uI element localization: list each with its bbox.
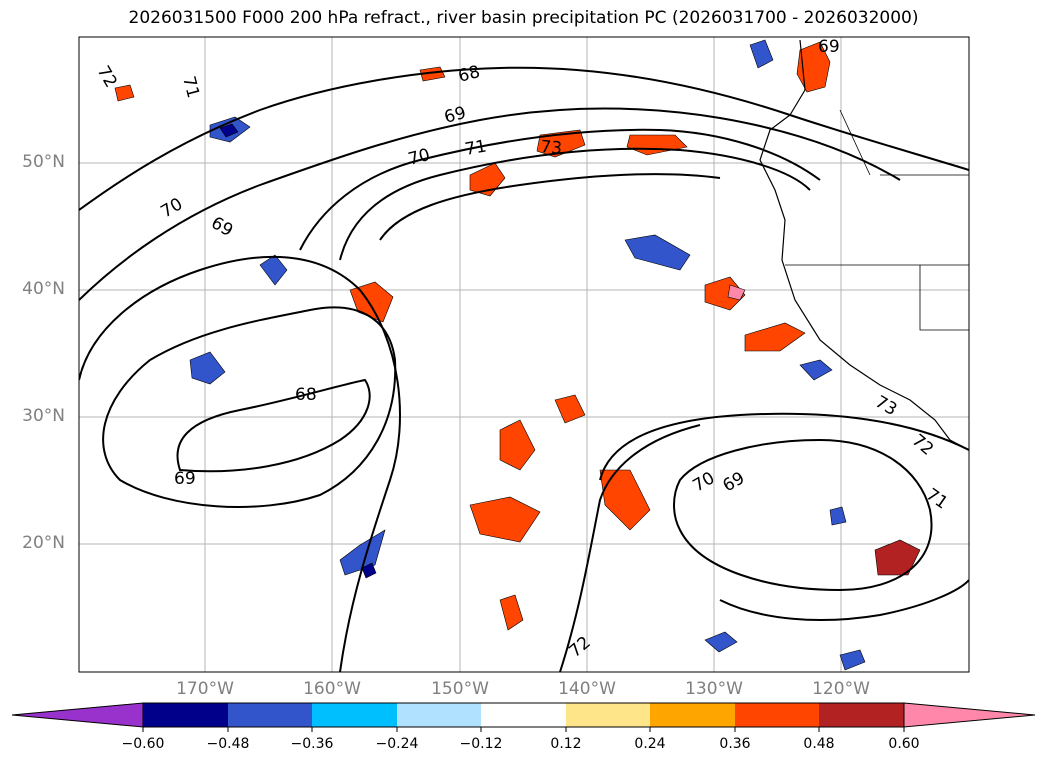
colorbar-segment bbox=[566, 703, 650, 727]
precip-blob bbox=[799, 359, 833, 381]
refractivity-contours bbox=[79, 66, 969, 672]
colorbar-tick-label: 0.48 bbox=[803, 736, 835, 752]
colorbar-segment bbox=[819, 703, 904, 727]
precip-blob bbox=[829, 506, 847, 526]
coastline bbox=[759, 39, 969, 451]
precip-blob bbox=[219, 123, 239, 138]
lon-label: 170°W bbox=[176, 679, 234, 699]
precip-blob bbox=[744, 322, 806, 352]
colorbar-tick-label: 0.12 bbox=[550, 736, 582, 752]
contour-line bbox=[559, 424, 701, 672]
colorbar-tick-label: −0.60 bbox=[121, 736, 165, 752]
map-frame bbox=[78, 36, 970, 673]
precip-blob bbox=[114, 84, 135, 102]
colorbar-segment bbox=[481, 703, 566, 727]
lat-label: 50°N bbox=[22, 152, 65, 172]
precip-blob bbox=[339, 529, 386, 576]
colorbar-tick-label: −0.36 bbox=[290, 736, 334, 752]
precip-blob bbox=[259, 254, 288, 286]
colorbar-tick-label: −0.48 bbox=[206, 736, 250, 752]
precip-blob bbox=[499, 594, 524, 631]
negative-precip-blobs bbox=[189, 39, 866, 671]
colorbar-extend-high bbox=[903, 702, 1036, 728]
contour-line bbox=[299, 128, 821, 251]
precip-blob bbox=[599, 469, 651, 531]
precip-blob bbox=[704, 276, 746, 311]
contour-line bbox=[79, 107, 901, 301]
precip-blob bbox=[189, 351, 226, 385]
precip-blob bbox=[796, 41, 831, 93]
lat-label: 30°N bbox=[22, 406, 65, 426]
lon-label: 120°W bbox=[812, 679, 870, 699]
contour-line bbox=[339, 147, 811, 261]
precip-blob bbox=[874, 539, 921, 576]
colorbar-segment bbox=[650, 703, 735, 727]
contour-line bbox=[79, 255, 401, 672]
contour-label: 71 bbox=[463, 136, 488, 159]
precip-blob bbox=[361, 562, 377, 579]
colorbar-tick-label: −0.24 bbox=[375, 736, 419, 752]
precip-blob bbox=[469, 496, 541, 543]
colorbar bbox=[11, 702, 1036, 732]
state-borders bbox=[785, 109, 969, 331]
contour-line bbox=[102, 306, 397, 508]
lon-label: 130°W bbox=[685, 679, 743, 699]
colorbar-segment bbox=[312, 703, 397, 727]
precip-blob bbox=[554, 394, 586, 424]
contour-label: 68 bbox=[295, 385, 317, 405]
colorbar-segment bbox=[735, 703, 819, 727]
contour-line bbox=[673, 438, 933, 592]
colorbar-tick-label: −0.12 bbox=[459, 736, 503, 752]
map-title: 2026031500 F000 200 hPa refract., river … bbox=[128, 8, 919, 28]
colorbar-segment bbox=[228, 703, 312, 727]
lon-label: 150°W bbox=[431, 679, 489, 699]
contour-line bbox=[379, 173, 721, 241]
precip-blob bbox=[536, 129, 586, 158]
colorbar-tick-label: 0.24 bbox=[634, 736, 666, 752]
colorbar-segment bbox=[397, 703, 481, 727]
precip-blob bbox=[839, 649, 866, 671]
contour-label: 69 bbox=[818, 37, 840, 57]
precip-blob bbox=[499, 419, 536, 471]
colorbar-extend-low bbox=[11, 702, 144, 728]
precip-blob bbox=[704, 631, 738, 653]
precip-blob bbox=[419, 66, 446, 82]
precip-blob bbox=[727, 284, 746, 301]
colorbar-segment bbox=[143, 703, 228, 727]
precip-blob bbox=[624, 234, 691, 271]
contour-line bbox=[176, 378, 371, 473]
contour-line bbox=[599, 412, 969, 481]
lat-label: 40°N bbox=[22, 279, 65, 299]
lon-label: 160°W bbox=[303, 679, 361, 699]
contour-line bbox=[719, 579, 969, 621]
contour-label: 69 bbox=[174, 469, 196, 489]
contour-line bbox=[79, 66, 969, 211]
precip-blob bbox=[749, 39, 774, 69]
colorbar-outline bbox=[142, 702, 905, 728]
colorbar-tick-label: 0.60 bbox=[888, 736, 920, 752]
contour-label: 73 bbox=[540, 137, 563, 159]
colorbar-tick-label: 0.36 bbox=[719, 736, 751, 752]
lat-label: 20°N bbox=[22, 533, 65, 553]
lon-label: 140°W bbox=[558, 679, 616, 699]
